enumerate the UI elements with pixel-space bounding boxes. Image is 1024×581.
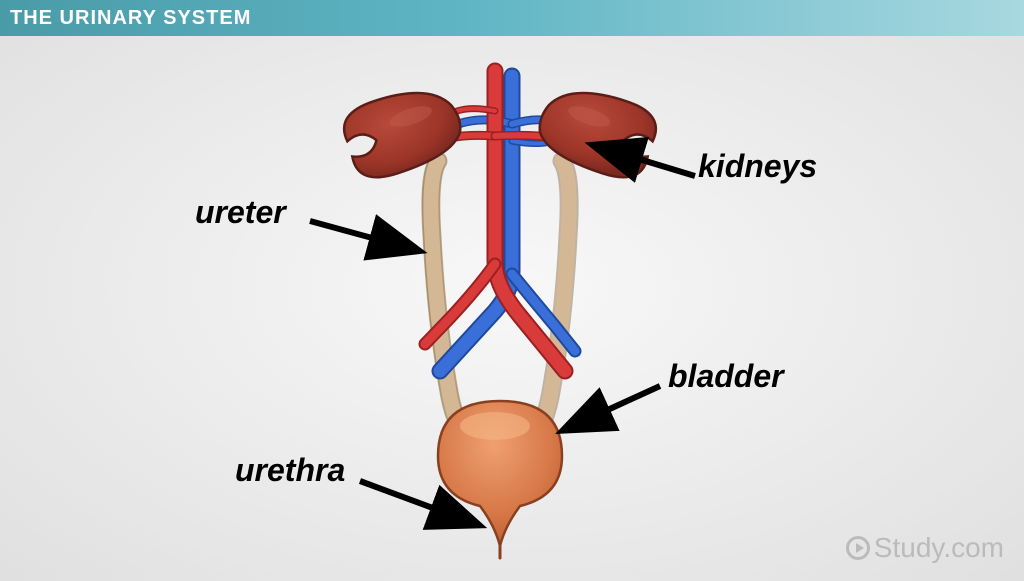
play-icon [846, 536, 870, 560]
right-kidney [531, 78, 662, 185]
label-kidneys: kidneys [698, 148, 817, 185]
label-urethra: urethra [235, 452, 345, 489]
label-bladder: bladder [668, 358, 784, 395]
watermark-text: Study.com [874, 532, 1004, 564]
header-bar: THE URINARY SYSTEM [0, 0, 1024, 36]
diagram-area: ureter kidneys bladder urethra [0, 36, 1024, 576]
bladder [438, 401, 562, 546]
arrow-bladder [566, 386, 660, 429]
label-ureter: ureter [195, 194, 286, 231]
left-kidney [338, 78, 469, 185]
arrow-ureter [310, 221, 416, 250]
anatomy-svg [0, 36, 1024, 576]
watermark: Study.com [846, 532, 1004, 564]
header-title: THE URINARY SYSTEM [10, 7, 251, 30]
